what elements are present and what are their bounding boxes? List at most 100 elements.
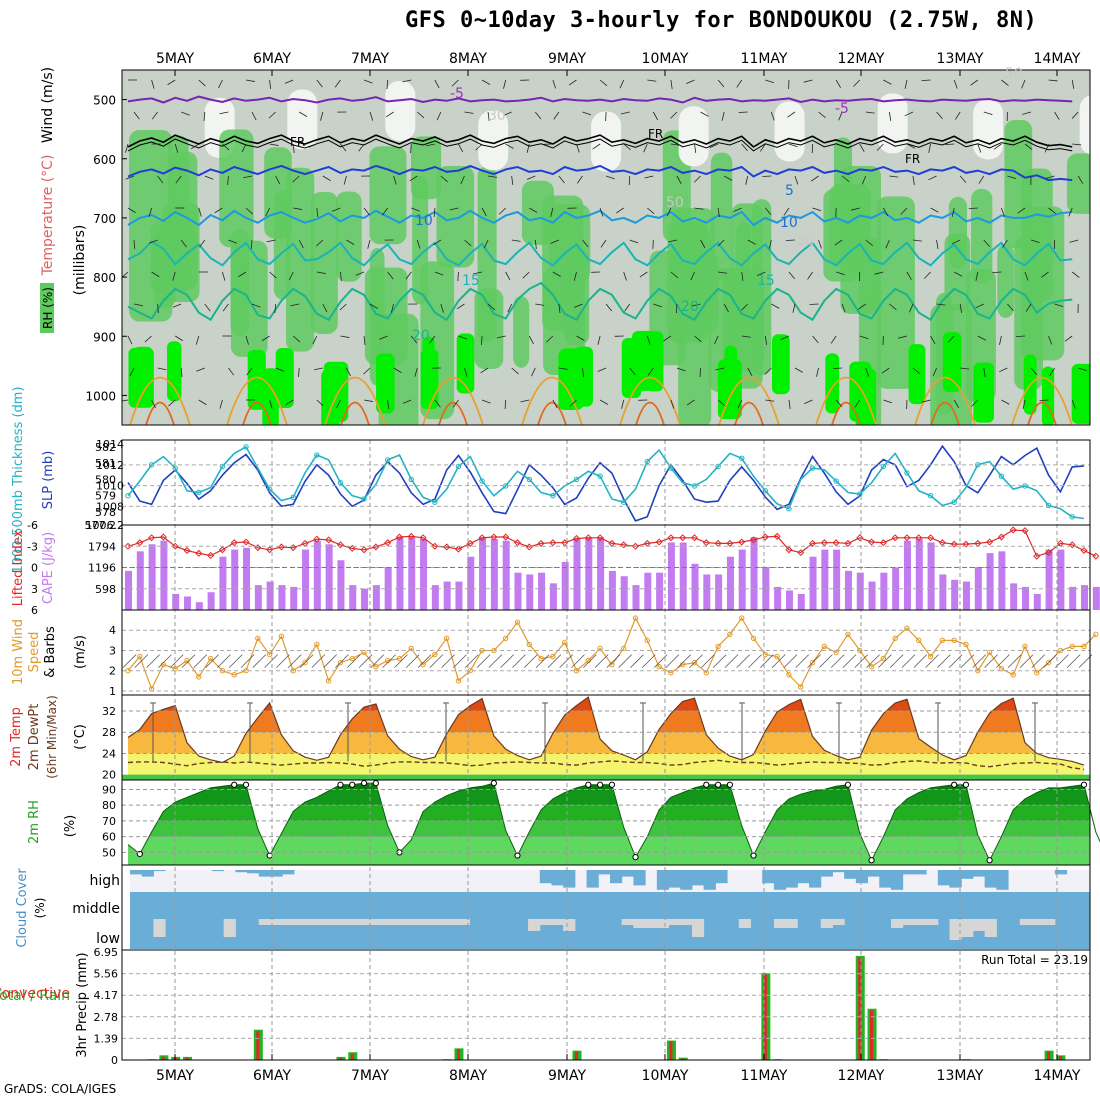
wind-barb	[379, 335, 388, 340]
surface-wind-barb	[665, 654, 680, 668]
cloud-low-gap	[832, 919, 845, 925]
series-wind-speed	[127, 616, 1097, 691]
thickness-point	[739, 455, 745, 461]
wind-barb	[504, 399, 507, 410]
precip-conv-bar	[858, 957, 862, 1060]
isotherm-hot	[242, 401, 272, 425]
li-point	[136, 539, 144, 547]
cloud-high-bar	[902, 870, 915, 875]
cloud-high-bar	[703, 870, 716, 890]
temp-tick: 28	[102, 726, 116, 739]
li-point	[537, 539, 545, 547]
wind-barb	[1041, 271, 1049, 278]
axis-label-lifted-index: Lifted Index	[11, 529, 26, 606]
li-point	[301, 539, 309, 547]
wind-barb	[623, 143, 631, 151]
precip-conv-bar	[256, 1031, 260, 1060]
surface-wind-barb	[783, 654, 798, 668]
thickness-point	[290, 494, 296, 501]
wind-barb	[238, 271, 247, 278]
wind-barb	[269, 271, 277, 279]
cape-bar	[396, 537, 404, 610]
surface-wind-barb	[689, 654, 703, 668]
thickness-point	[408, 476, 414, 483]
cape-bar	[231, 549, 239, 610]
wind-point	[986, 649, 993, 656]
wind-barb	[717, 399, 726, 407]
cloud-low-gap	[820, 919, 833, 928]
wind-barb	[1001, 399, 1010, 405]
li-point	[927, 534, 935, 542]
wind-barb	[440, 175, 448, 183]
precip-tick: 1.39	[94, 1032, 119, 1045]
surface-wind-barb	[1019, 654, 1034, 668]
axis-label-2m-temp: 2m Temp	[9, 707, 24, 767]
li-point	[655, 538, 663, 546]
surface-wind-barb	[441, 654, 455, 668]
wind-barb	[203, 111, 206, 122]
wind-barb	[1068, 207, 1073, 217]
cloud-high-bar	[773, 870, 787, 890]
wind-barb	[1054, 111, 1060, 120]
cloud-high-bar	[797, 870, 810, 884]
wind-barb	[558, 367, 568, 370]
wind-barb	[198, 207, 202, 217]
day-label-bottom: 12MAY	[838, 1068, 885, 1084]
wind-barb	[148, 207, 152, 217]
cape-bar	[915, 538, 923, 610]
wind-barb	[1002, 239, 1008, 248]
wind-barb	[528, 335, 534, 345]
cloud-high-bar	[996, 870, 1009, 890]
cape-bar	[136, 551, 144, 610]
wind-barb	[367, 239, 371, 249]
thickness-point	[1045, 502, 1052, 509]
wind-barb	[157, 367, 167, 371]
rh-point	[360, 780, 368, 787]
surface-wind-barb	[476, 654, 491, 668]
surface-wind-barb	[370, 654, 385, 668]
wind-barb	[1007, 303, 1014, 312]
li-tick: 6	[31, 604, 38, 617]
wind-barb	[647, 367, 654, 376]
rh-band	[128, 783, 1090, 790]
wind-barb	[196, 367, 205, 372]
li-point	[183, 546, 191, 555]
cape-bar	[833, 549, 841, 610]
li-point	[443, 543, 451, 551]
cloud-low-gap	[972, 919, 986, 931]
wind-barb	[670, 79, 673, 89]
cape-bar	[266, 581, 274, 610]
wind-barb	[464, 239, 472, 247]
wind-barb	[144, 335, 152, 343]
cloud-low-gap	[153, 919, 166, 937]
surface-wind-barb	[948, 654, 963, 668]
wind-barb	[511, 367, 519, 375]
wind-point	[432, 651, 438, 658]
cape-bar	[821, 549, 829, 610]
rh-shade-green	[310, 191, 338, 334]
wind-barb	[175, 175, 182, 184]
rh-shade-green	[829, 184, 871, 267]
cape-bar	[998, 551, 1006, 610]
wind-barb	[358, 143, 365, 152]
li-point	[1021, 527, 1029, 535]
wind-barb	[174, 335, 184, 342]
cloud-high-bar	[610, 870, 623, 884]
wind-barb	[646, 335, 651, 345]
surface-wind-barb	[205, 654, 219, 668]
wind-barb	[904, 111, 914, 117]
wind-barb	[747, 367, 753, 377]
wind-barb	[959, 303, 962, 313]
surface-wind-barb	[583, 654, 597, 668]
surface-wind-barb	[169, 654, 184, 668]
wind-barb	[788, 399, 791, 409]
wind-barb	[405, 271, 412, 280]
wind-barb	[322, 303, 328, 313]
cape-bar	[207, 592, 215, 610]
cloud-low-gap	[691, 919, 705, 937]
surface-wind-barb	[512, 654, 526, 668]
wind-barb	[666, 207, 672, 217]
contour-label: 5	[785, 183, 794, 199]
li-point	[549, 539, 557, 547]
slp-tick: 1012	[96, 459, 124, 472]
